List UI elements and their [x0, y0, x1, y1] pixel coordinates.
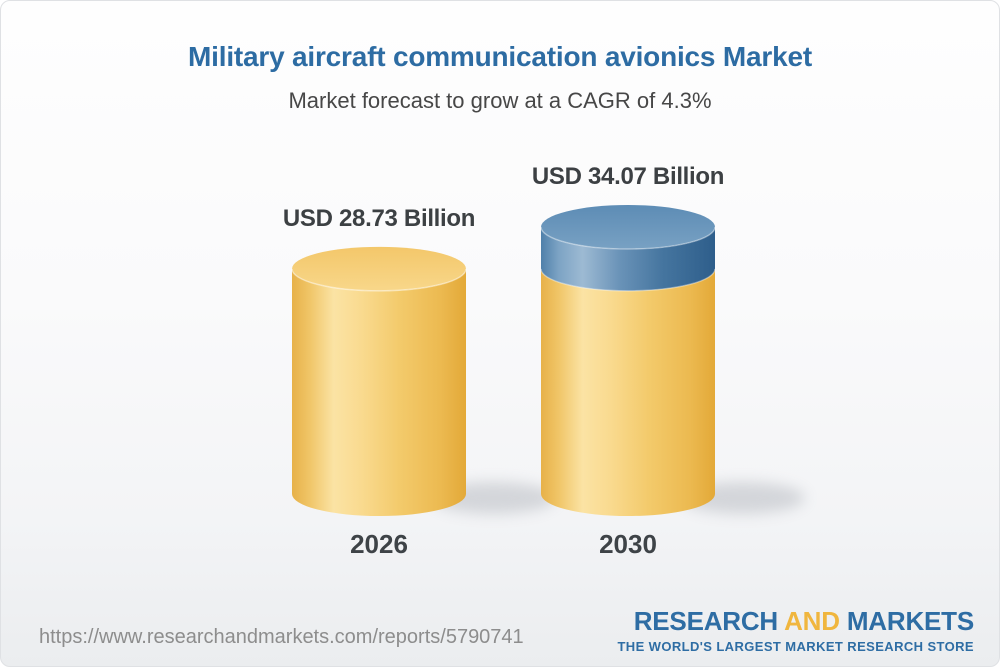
cylinder-body-2030 — [541, 268, 715, 516]
researchandmarkets-logo: RESEARCH AND MARKETS THE WORLD'S LARGEST… — [617, 606, 974, 654]
logo-word-markets: MARKETS — [846, 606, 974, 636]
cylinder-top-2030 — [541, 205, 715, 249]
value-label-2026: USD 28.73 Billion — [282, 204, 476, 232]
logo-tagline: THE WORLD'S LARGEST MARKET RESEARCH STOR… — [617, 639, 974, 654]
category-label-2030: 2030 — [599, 529, 657, 559]
growth-cap-2030 — [541, 227, 715, 291]
cylinder-body-2026 — [292, 268, 466, 516]
cylinder-top-2026 — [292, 246, 466, 291]
cylinder-top-rim-2030 — [540, 226, 716, 250]
page-title: Military aircraft communication avionics… — [188, 41, 812, 72]
logo-wordmark: RESEARCH AND MARKETS — [617, 606, 974, 637]
logo-word-and: AND — [784, 606, 840, 636]
cylinder-top-rim-2026 — [291, 268, 467, 292]
growth-cap-rim-2030 — [540, 268, 716, 292]
subtitle: Market forecast to grow at a CAGR of 4.3… — [288, 88, 712, 113]
category-label-2026: 2026 — [350, 529, 408, 559]
logo-word-research: RESEARCH — [633, 606, 779, 636]
report-url: https://www.researchandmarkets.com/repor… — [39, 626, 524, 648]
header: Military aircraft communication avionics… — [1, 1, 999, 114]
value-label-2030: USD 34.07 Billion — [531, 163, 725, 190]
footer: https://www.researchandmarkets.com/repor… — [1, 596, 999, 666]
